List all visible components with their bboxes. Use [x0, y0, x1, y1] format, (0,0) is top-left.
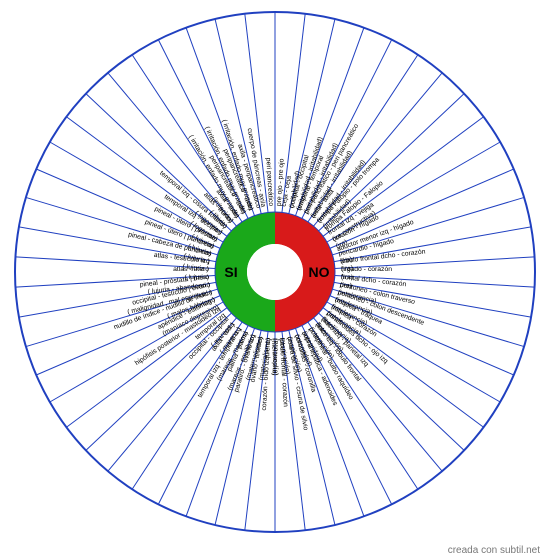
- center-si-label: SI: [224, 264, 237, 280]
- svg-text:( lujuria): ( lujuria): [184, 274, 209, 281]
- radial-wheel-diagram: pre ojo - pre ojoceja - ceja(irritabilid…: [0, 0, 550, 545]
- svg-text:hígado - corazón: hígado - corazón: [341, 266, 392, 273]
- center-no-label: NO: [309, 264, 330, 280]
- footer-credit: creada con subtil.net: [448, 545, 540, 556]
